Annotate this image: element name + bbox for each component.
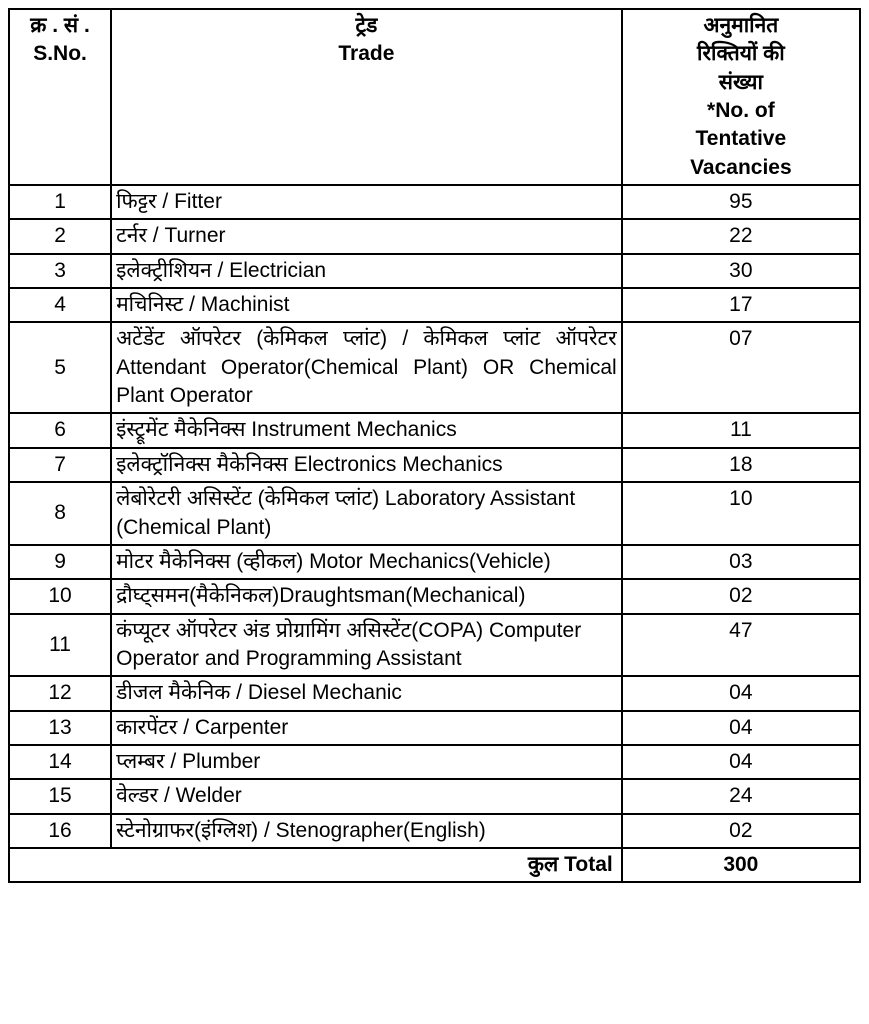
table-row: 6इंस्ट्रूमेंट मैकेनिक्स Instrument Mecha… bbox=[9, 413, 860, 447]
trade-cell: अटेंडेंट ऑपरेटर (केमिकल प्लांट) / केमिकल… bbox=[111, 322, 622, 413]
vacancy-cell: 47 bbox=[622, 614, 860, 677]
sno-cell: 16 bbox=[9, 814, 111, 848]
vacancy-cell: 02 bbox=[622, 814, 860, 848]
total-label: कुल Total bbox=[9, 848, 622, 882]
vacancy-cell: 04 bbox=[622, 711, 860, 745]
vacancy-cell: 02 bbox=[622, 579, 860, 613]
trade-cell: द्रौघ्ट्समन(मैकेनिकल)Draughtsman(Mechani… bbox=[111, 579, 622, 613]
sno-cell: 4 bbox=[9, 288, 111, 322]
sno-cell: 2 bbox=[9, 219, 111, 253]
trade-cell: डीजल मैकेनिक / Diesel Mechanic bbox=[111, 676, 622, 710]
header-trade-hi: ट्रेड bbox=[116, 12, 617, 40]
sno-cell: 15 bbox=[9, 779, 111, 813]
table-row: 12डीजल मैकेनिक / Diesel Mechanic04 bbox=[9, 676, 860, 710]
table-row: 9मोटर मैकेनिक्स (व्हीकल) Motor Mechanics… bbox=[9, 545, 860, 579]
vacancy-cell: 07 bbox=[622, 322, 860, 413]
table-row: 3इलेक्ट्रीशियन / Electrician30 bbox=[9, 254, 860, 288]
trade-cell: प्लम्बर / Plumber bbox=[111, 745, 622, 779]
vacancy-cell: 30 bbox=[622, 254, 860, 288]
table-row: 1फिट्टर / Fitter95 bbox=[9, 185, 860, 219]
trade-cell: इंस्ट्रूमेंट मैकेनिक्स Instrument Mechan… bbox=[111, 413, 622, 447]
vacancy-cell: 18 bbox=[622, 448, 860, 482]
header-vac-en-3: Vacancies bbox=[627, 154, 855, 182]
sno-cell: 1 bbox=[9, 185, 111, 219]
trade-cell: लेबोरेटरी असिस्टेंट (केमिकल प्लांट) Labo… bbox=[111, 482, 622, 545]
sno-cell: 10 bbox=[9, 579, 111, 613]
vacancy-cell: 95 bbox=[622, 185, 860, 219]
sno-cell: 11 bbox=[9, 614, 111, 677]
vacancy-cell: 10 bbox=[622, 482, 860, 545]
table-row: 16स्टेनोग्राफर(इंग्लिश) / Stenographer(E… bbox=[9, 814, 860, 848]
sno-cell: 6 bbox=[9, 413, 111, 447]
table-total-row: कुल Total 300 bbox=[9, 848, 860, 882]
header-trade: ट्रेड Trade bbox=[111, 9, 622, 185]
sno-cell: 12 bbox=[9, 676, 111, 710]
sno-cell: 7 bbox=[9, 448, 111, 482]
vacancy-cell: 04 bbox=[622, 676, 860, 710]
table-row: 2टर्नर / Turner22 bbox=[9, 219, 860, 253]
trade-cell: इलेक्ट्रॉनिक्स मैकेनिक्स Electronics Mec… bbox=[111, 448, 622, 482]
vacancy-cell: 03 bbox=[622, 545, 860, 579]
header-sno-hi: क्र . सं . bbox=[14, 12, 106, 40]
trade-cell: टर्नर / Turner bbox=[111, 219, 622, 253]
table-body: 1फिट्टर / Fitter952टर्नर / Turner223इलेक… bbox=[9, 185, 860, 848]
sno-cell: 5 bbox=[9, 322, 111, 413]
table-row: 14प्लम्बर / Plumber04 bbox=[9, 745, 860, 779]
vacancy-cell: 04 bbox=[622, 745, 860, 779]
trade-cell: कंप्यूटर ऑपरेटर अंड प्रोग्रामिंग असिस्टे… bbox=[111, 614, 622, 677]
header-vacancies: अनुमानित रिक्तियों की संख्या *No. of Ten… bbox=[622, 9, 860, 185]
trade-cell: मचिनिस्ट / Machinist bbox=[111, 288, 622, 322]
table-row: 10द्रौघ्ट्समन(मैकेनिकल)Draughtsman(Mecha… bbox=[9, 579, 860, 613]
table-row: 13कारपेंटर / Carpenter04 bbox=[9, 711, 860, 745]
table-row: 5अटेंडेंट ऑपरेटर (केमिकल प्लांट) / केमिक… bbox=[9, 322, 860, 413]
sno-cell: 14 bbox=[9, 745, 111, 779]
header-vac-hi-2: रिक्तियों की bbox=[627, 40, 855, 68]
vacancy-table: क्र . सं . S.No. ट्रेड Trade अनुमानित रि… bbox=[8, 8, 861, 883]
table-row: 7इलेक्ट्रॉनिक्स मैकेनिक्स Electronics Me… bbox=[9, 448, 860, 482]
table-row: 11कंप्यूटर ऑपरेटर अंड प्रोग्रामिंग असिस्… bbox=[9, 614, 860, 677]
trade-cell: स्टेनोग्राफर(इंग्लिश) / Stenographer(Eng… bbox=[111, 814, 622, 848]
vacancy-cell: 22 bbox=[622, 219, 860, 253]
trade-cell: कारपेंटर / Carpenter bbox=[111, 711, 622, 745]
sno-cell: 3 bbox=[9, 254, 111, 288]
total-value: 300 bbox=[622, 848, 860, 882]
sno-cell: 13 bbox=[9, 711, 111, 745]
header-vac-en-2: Tentative bbox=[627, 125, 855, 153]
table-row: 4मचिनिस्ट / Machinist17 bbox=[9, 288, 860, 322]
vacancy-cell: 24 bbox=[622, 779, 860, 813]
header-trade-en: Trade bbox=[116, 40, 617, 68]
table-header-row: क्र . सं . S.No. ट्रेड Trade अनुमानित रि… bbox=[9, 9, 860, 185]
trade-cell: मोटर मैकेनिक्स (व्हीकल) Motor Mechanics(… bbox=[111, 545, 622, 579]
header-sno-en: S.No. bbox=[14, 40, 106, 68]
header-vac-en-1: *No. of bbox=[627, 97, 855, 125]
vacancy-cell: 17 bbox=[622, 288, 860, 322]
header-sno: क्र . सं . S.No. bbox=[9, 9, 111, 185]
sno-cell: 9 bbox=[9, 545, 111, 579]
table-row: 15वेल्डर / Welder24 bbox=[9, 779, 860, 813]
header-vac-hi-3: संख्या bbox=[627, 69, 855, 97]
header-vac-hi-1: अनुमानित bbox=[627, 12, 855, 40]
trade-cell: इलेक्ट्रीशियन / Electrician bbox=[111, 254, 622, 288]
trade-cell: फिट्टर / Fitter bbox=[111, 185, 622, 219]
trade-cell: वेल्डर / Welder bbox=[111, 779, 622, 813]
table-row: 8लेबोरेटरी असिस्टेंट (केमिकल प्लांट) Lab… bbox=[9, 482, 860, 545]
vacancy-cell: 11 bbox=[622, 413, 860, 447]
sno-cell: 8 bbox=[9, 482, 111, 545]
